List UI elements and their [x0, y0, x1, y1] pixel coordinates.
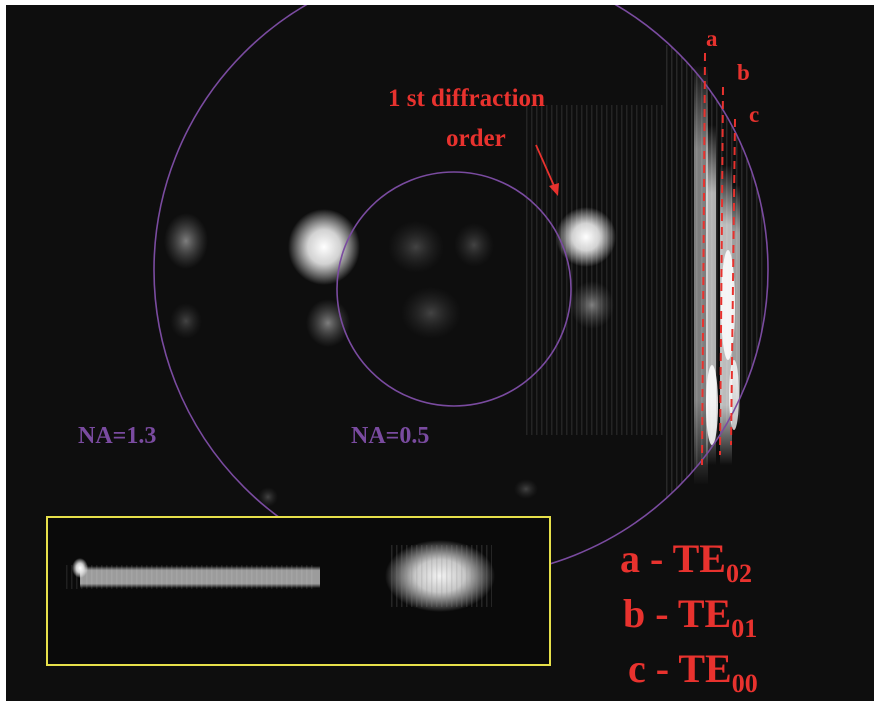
spot-bottom-faint-2: [514, 479, 538, 499]
spot-center-lower: [401, 287, 461, 339]
mode-marker-lines: [701, 52, 736, 466]
na-outer-label: NA=1.3: [78, 423, 157, 449]
marker-line-c: [730, 118, 736, 446]
spot-center-right: [454, 223, 494, 267]
spot-left-bright: [288, 209, 360, 285]
inset-image: [46, 516, 551, 666]
back-focal-plane-image: 1 st diffraction order NA=1.3 NA=0.5 a b…: [6, 5, 874, 701]
mode-legend-c: c - TE00: [628, 645, 758, 699]
diffraction-order-label-line2: order: [446, 125, 506, 152]
spot-left-far: [164, 213, 208, 269]
marker-label-a: a: [706, 26, 718, 51]
diffraction-scene: [46, 5, 769, 666]
spot-center-left: [388, 221, 444, 273]
marker-label-c: c: [749, 102, 760, 127]
spot-left-lower: [306, 299, 350, 347]
mode-legend-c-sub: 00: [731, 669, 758, 698]
na-inner-circle: [336, 171, 572, 407]
mode-legend-b-sub: 01: [731, 614, 758, 643]
mode-legend-c-text: c - TE: [628, 646, 732, 691]
spot-left-far-lower: [170, 303, 202, 339]
spot-first-order-lower: [570, 281, 614, 329]
diffraction-order-label: 1 st diffraction: [388, 85, 545, 112]
marker-line-b: [719, 86, 724, 456]
na-inner-label: NA=0.5: [351, 423, 430, 449]
diffraction-spots: [164, 207, 616, 507]
mode-legend-a-text: a - TE: [620, 536, 726, 581]
marker-label-b: b: [737, 60, 750, 85]
mode-legend-a-sub: 02: [725, 559, 752, 588]
spot-bottom-faint: [258, 487, 278, 507]
marker-line-a: [701, 52, 706, 466]
diffraction-arrow: [535, 144, 559, 196]
spot-first-order: [556, 207, 616, 267]
mode-legend-b-text: b - TE: [623, 591, 732, 636]
inset-input-spot: [72, 558, 88, 578]
mode-legend-b: b - TE01: [623, 590, 757, 644]
mode-legend-a: a - TE02: [620, 535, 752, 589]
inset-waveguide-beam: [80, 566, 320, 588]
